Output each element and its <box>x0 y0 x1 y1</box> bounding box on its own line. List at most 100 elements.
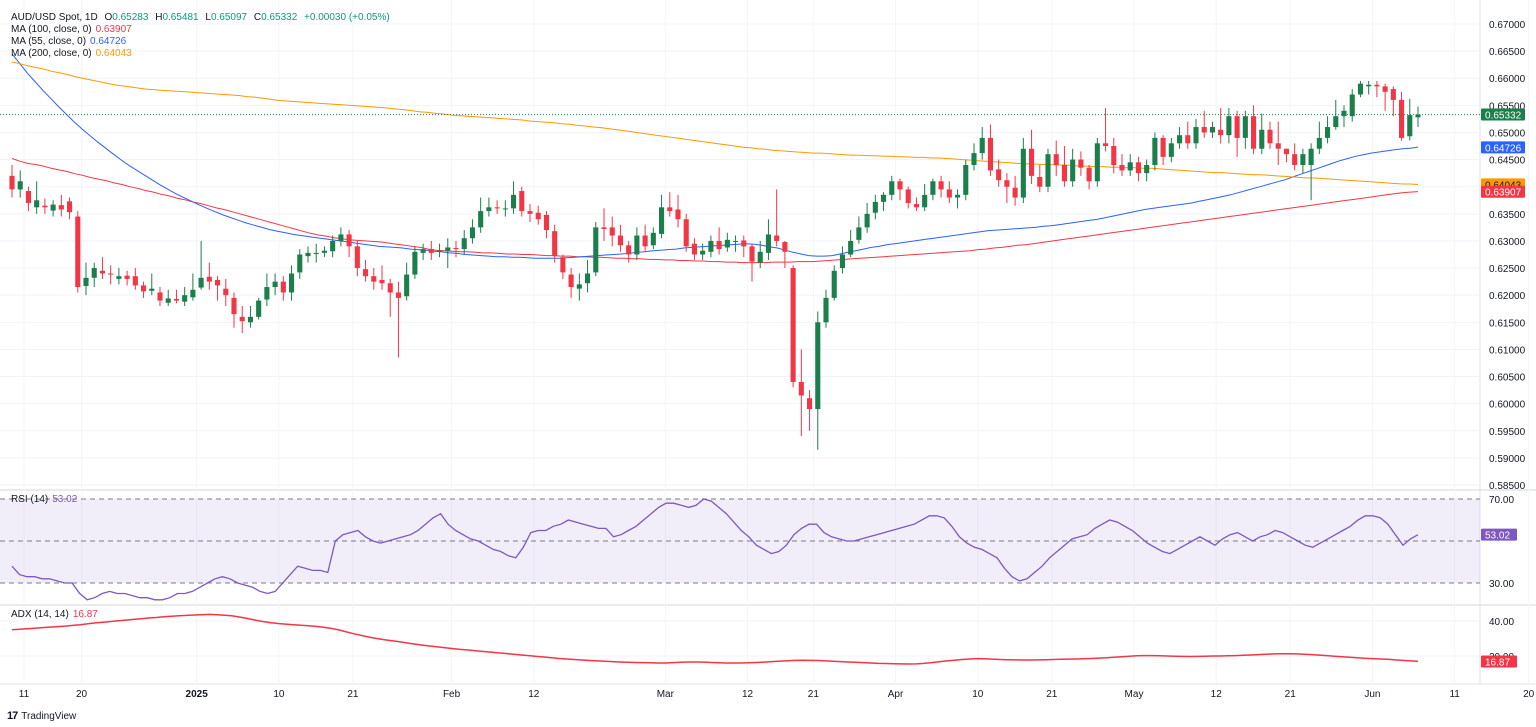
candle-body <box>1357 83 1363 95</box>
candle <box>1292 143 1298 171</box>
candle <box>1201 110 1207 138</box>
candle-body <box>1292 154 1298 166</box>
ma200-line <box>11 61 1419 185</box>
candle-body <box>34 200 40 208</box>
ma100-legend[interactable]: MA (100, close, 0) 0.63907 <box>11 24 136 36</box>
candle-body <box>552 231 558 257</box>
candle-body <box>864 213 870 228</box>
price-tick-label: 0.60000 <box>1489 400 1526 411</box>
candle-body <box>543 214 549 231</box>
price-tick-label: 0.60500 <box>1489 373 1526 384</box>
candle-body <box>1399 99 1405 138</box>
candle <box>1325 116 1331 144</box>
candle-body <box>1251 116 1257 149</box>
rsi-value: 53.02 <box>52 494 78 505</box>
ma200-legend[interactable]: MA (200, close, 0) 0.64043 <box>11 48 136 60</box>
candle <box>1242 110 1248 149</box>
candle-body <box>1086 167 1092 182</box>
candle <box>289 265 295 301</box>
candle <box>987 124 993 176</box>
candle <box>511 181 517 214</box>
candle <box>683 213 689 252</box>
candle-body <box>1349 94 1355 117</box>
candle <box>543 211 549 239</box>
candle <box>272 273 278 296</box>
ma55-legend[interactable]: MA (55, close, 0) 0.64726 <box>11 36 130 48</box>
candle <box>395 281 401 358</box>
candle-body <box>305 252 311 257</box>
rsi-legend[interactable]: RSI (14) 53.02 <box>11 494 81 506</box>
candle-body <box>519 191 525 212</box>
candle-body <box>831 270 837 298</box>
time-tick-label: 11 <box>1449 689 1460 700</box>
candle <box>650 227 656 250</box>
ohlc-open: O0.65283 <box>104 12 149 23</box>
candle-body <box>955 194 961 198</box>
candle-body <box>182 295 188 302</box>
candle <box>1218 108 1224 144</box>
candle-body <box>1177 135 1183 144</box>
candle-body <box>404 274 410 297</box>
candle-body <box>626 245 632 255</box>
candle-body <box>749 246 755 262</box>
candle <box>1251 105 1257 155</box>
candle-body <box>1283 148 1289 155</box>
candle <box>412 246 418 279</box>
candle <box>897 178 903 201</box>
candle <box>1390 86 1396 117</box>
candle-body <box>1218 129 1224 136</box>
candle-body <box>264 287 270 300</box>
candle <box>256 297 262 320</box>
ma55-line <box>11 53 1419 259</box>
candle-body <box>1037 176 1043 187</box>
candle-body <box>330 240 336 252</box>
candle-body <box>313 252 319 254</box>
candle <box>955 189 961 209</box>
candle-body <box>724 239 730 248</box>
candle-body <box>141 285 147 292</box>
candle-body <box>486 207 492 212</box>
candle-body <box>1020 148 1026 198</box>
candle-body <box>1201 127 1207 133</box>
candle <box>1168 137 1174 163</box>
candle-body <box>354 246 360 269</box>
candle <box>1127 154 1133 176</box>
candle-body <box>239 316 245 322</box>
symbol-legend: AUD/USD Spot, 1D O0.65283 H0.65481 L0.65… <box>11 12 394 24</box>
price-tick-label: 0.65500 <box>1489 101 1526 112</box>
candle <box>420 243 426 260</box>
candle <box>815 311 821 450</box>
candle-body <box>190 289 196 298</box>
candle <box>437 243 443 258</box>
candle <box>75 211 81 293</box>
candle <box>1415 106 1421 128</box>
candle <box>634 227 640 260</box>
change-value: +0.00030 (+0.05%) <box>304 12 390 23</box>
candle <box>675 194 681 228</box>
candle <box>478 197 484 233</box>
adx-line <box>11 613 1419 665</box>
candle-body <box>815 322 821 410</box>
candle-body <box>716 240 722 250</box>
time-tick-label: Jun <box>1364 689 1380 700</box>
candle <box>979 127 985 160</box>
candle-body <box>881 194 887 202</box>
tradingview-brand[interactable]: 17 TradingView <box>7 710 76 722</box>
candle-body <box>1308 148 1314 166</box>
candle-body <box>930 181 936 195</box>
candle <box>798 349 804 437</box>
candle-body <box>461 238 467 250</box>
candle <box>182 287 188 307</box>
candle-body <box>1209 127 1215 133</box>
candle <box>839 246 845 274</box>
candle-body <box>338 234 344 241</box>
candle-body <box>198 277 204 288</box>
candle <box>864 202 870 233</box>
price-tick-label: 0.65000 <box>1489 128 1526 139</box>
candle-body <box>1415 114 1421 118</box>
adx-legend[interactable]: ADX (14, 14) 16.87 <box>11 609 102 621</box>
candle <box>1160 135 1166 166</box>
candle-body <box>83 277 89 286</box>
candle-body <box>280 281 286 293</box>
